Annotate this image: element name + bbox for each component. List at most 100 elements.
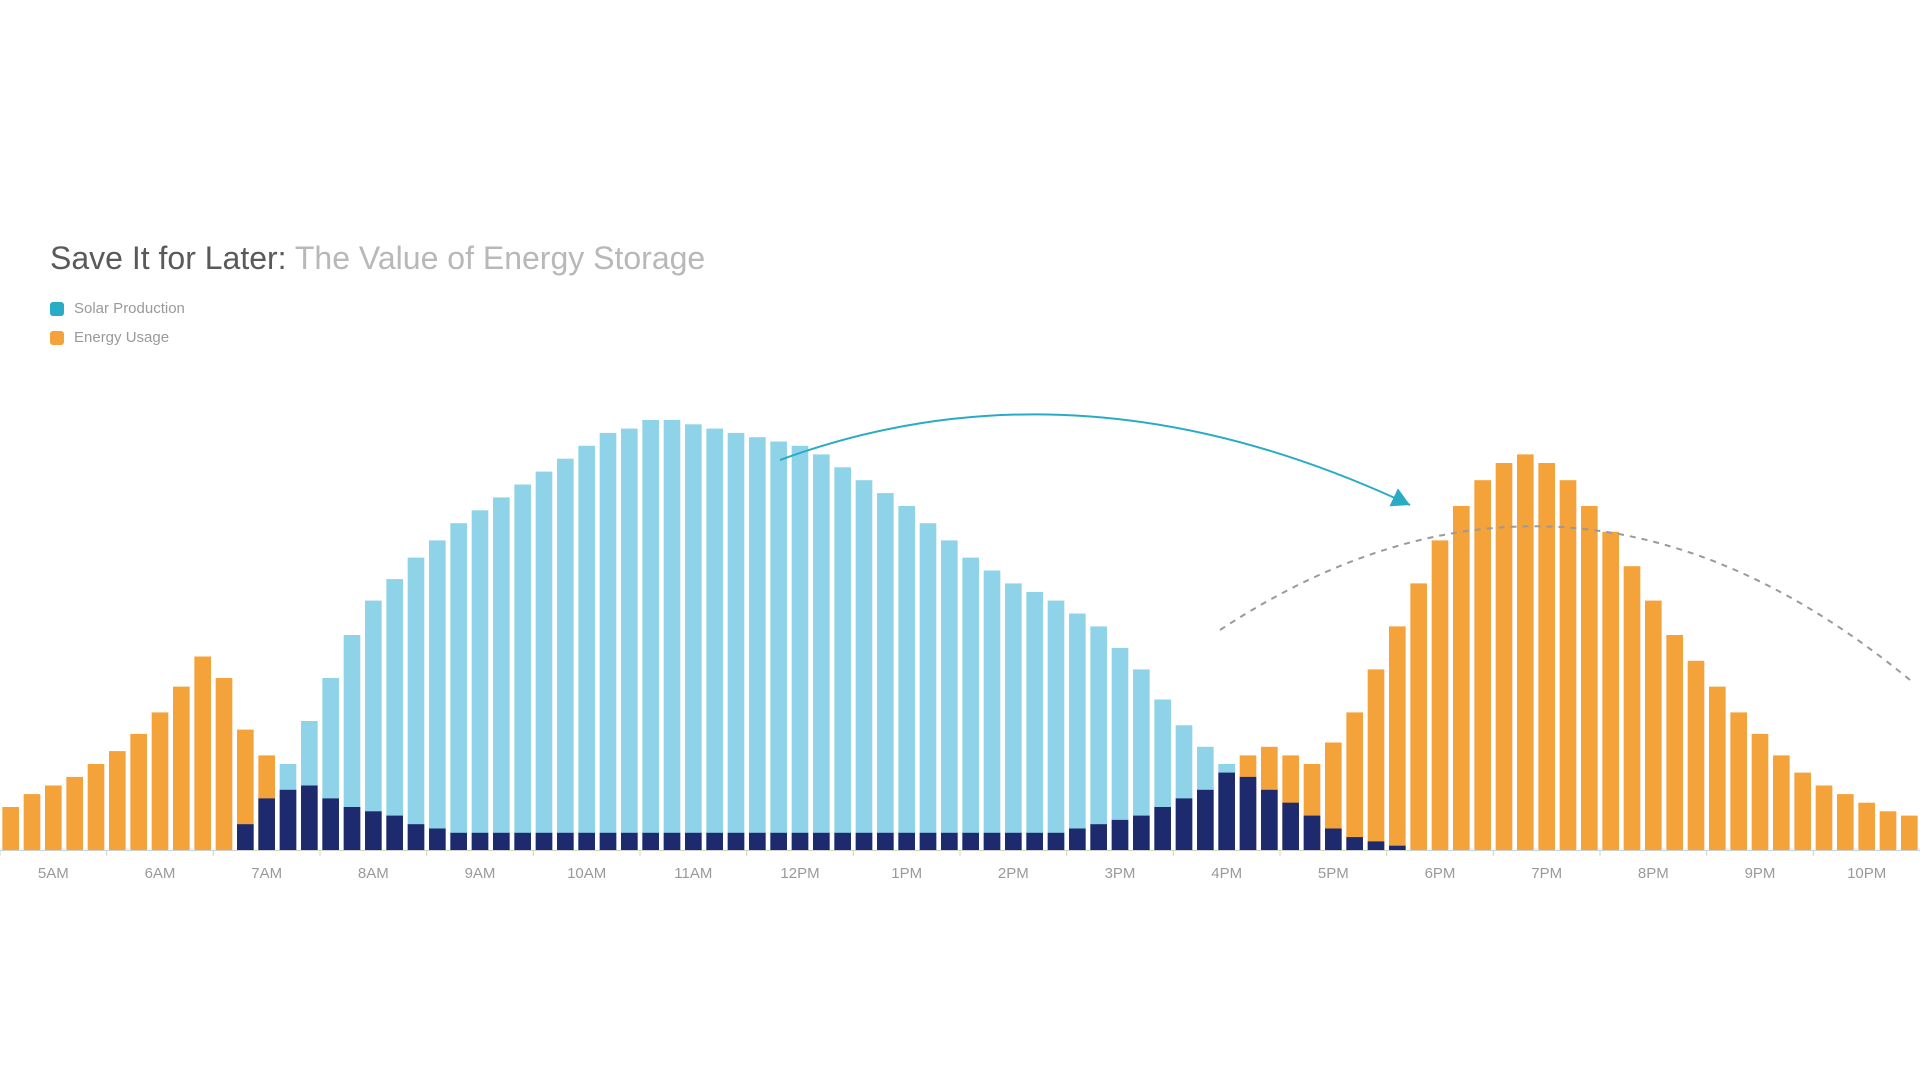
bar-usage	[109, 751, 126, 850]
bar-usage	[1368, 669, 1385, 850]
bar-solar	[578, 446, 595, 850]
bar-solar	[408, 558, 425, 850]
bar-usage	[1773, 755, 1790, 850]
legend-swatch-usage	[50, 331, 64, 345]
bar-usage	[1816, 786, 1833, 851]
bar-overlap	[1026, 833, 1043, 850]
bar-overlap	[578, 833, 595, 850]
x-tick-label: 2PM	[998, 865, 1029, 882]
bar-overlap	[920, 833, 937, 850]
legend: Solar Production Energy Usage	[50, 300, 185, 358]
bar-overlap	[728, 833, 745, 850]
bar-solar	[1048, 601, 1065, 850]
bar-solar	[1026, 592, 1043, 850]
bar-overlap	[1048, 833, 1065, 850]
bar-overlap	[322, 798, 339, 850]
bar-overlap	[941, 833, 958, 850]
bar-solar	[642, 420, 659, 850]
bar-overlap	[1133, 816, 1150, 850]
bar-solar	[898, 506, 915, 850]
bar-overlap	[1197, 790, 1214, 850]
storage-arrow	[780, 414, 1410, 505]
bar-usage	[1560, 480, 1577, 850]
bar-usage	[194, 657, 211, 851]
bar-solar	[920, 523, 937, 850]
bar-overlap	[1240, 777, 1257, 850]
bar-usage	[173, 687, 190, 850]
bar-overlap	[1261, 790, 1278, 850]
x-tick-label: 5PM	[1318, 865, 1349, 882]
bar-overlap	[344, 807, 361, 850]
bar-overlap	[962, 833, 979, 850]
bar-overlap	[450, 833, 467, 850]
bar-usage	[1858, 803, 1875, 850]
bar-overlap	[1389, 846, 1406, 850]
bar-solar	[514, 485, 531, 851]
bar-overlap	[706, 833, 723, 850]
bar-usage	[1880, 811, 1897, 850]
bar-solar	[600, 433, 617, 850]
bar-solar	[664, 420, 681, 850]
bar-overlap	[984, 833, 1001, 850]
bar-overlap	[1112, 820, 1129, 850]
bar-overlap	[813, 833, 830, 850]
bar-solar	[856, 480, 873, 850]
bar-solar	[1112, 648, 1129, 850]
bar-usage	[1752, 734, 1769, 850]
bar-usage	[1496, 463, 1513, 850]
bar-overlap	[1069, 829, 1086, 851]
x-tick-label: 6AM	[145, 865, 176, 882]
bar-solar	[1090, 626, 1107, 850]
x-tick-label: 1PM	[891, 865, 922, 882]
bar-usage	[1517, 454, 1534, 850]
bar-solar	[941, 540, 958, 850]
bar-solar	[472, 510, 489, 850]
bar-usage	[1666, 635, 1683, 850]
legend-label-solar: Solar Production	[74, 300, 185, 317]
bar-usage	[1389, 626, 1406, 850]
title-light: The Value of Energy Storage	[287, 240, 706, 276]
x-tick-label: 7AM	[251, 865, 282, 882]
bar-overlap	[408, 824, 425, 850]
x-tick-label: 11AM	[674, 865, 712, 882]
legend-item-usage: Energy Usage	[50, 329, 185, 346]
bar-solar	[536, 472, 553, 850]
bar-usage	[1730, 712, 1747, 850]
bar-solar	[984, 571, 1001, 851]
bar-solar	[770, 442, 787, 851]
bar-overlap	[685, 833, 702, 850]
x-tick-label: 5AM	[38, 865, 69, 882]
bar-solar	[386, 579, 403, 850]
bar-solar	[450, 523, 467, 850]
bar-solar	[1069, 614, 1086, 851]
bar-usage	[2, 807, 19, 850]
bar-overlap	[514, 833, 531, 850]
bar-overlap	[1325, 829, 1342, 851]
bar-overlap	[1090, 824, 1107, 850]
bar-usage	[88, 764, 105, 850]
x-tick-label: 7PM	[1531, 865, 1562, 882]
chart-svg: 5AM6AM7AM8AM9AM10AM11AM12PM1PM2PM3PM4PM5…	[0, 380, 1920, 920]
bar-usage	[1474, 480, 1491, 850]
title-strong: Save It for Later:	[50, 240, 287, 276]
bar-overlap	[1176, 798, 1193, 850]
bar-usage	[1688, 661, 1705, 850]
x-tick-label: 4PM	[1211, 865, 1242, 882]
x-tick-label: 8AM	[358, 865, 389, 882]
bar-overlap	[749, 833, 766, 850]
bar-overlap	[1304, 816, 1321, 850]
x-tick-label: 9AM	[465, 865, 496, 882]
bar-usage	[130, 734, 147, 850]
bar-overlap	[472, 833, 489, 850]
x-tick-label: 6PM	[1425, 865, 1456, 882]
bar-overlap	[365, 811, 382, 850]
bar-overlap	[536, 833, 553, 850]
bar-solar	[813, 454, 830, 850]
bar-solar	[834, 467, 851, 850]
bar-usage	[1410, 583, 1427, 850]
bar-overlap	[856, 833, 873, 850]
bar-overlap	[664, 833, 681, 850]
x-tick-label: 12PM	[780, 865, 819, 882]
bar-solar	[749, 437, 766, 850]
bar-usage	[1837, 794, 1854, 850]
